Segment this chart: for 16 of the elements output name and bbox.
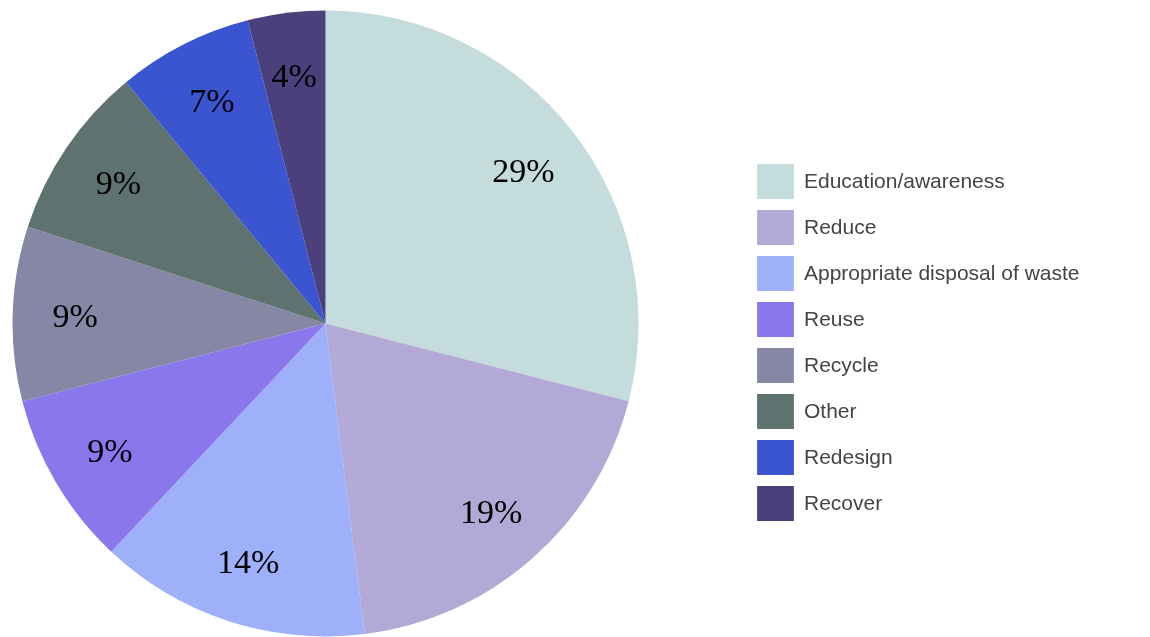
data-label: 9%	[95, 164, 142, 202]
legend-label: Redesign	[804, 445, 893, 469]
data-label: 19%	[459, 492, 523, 530]
legend-label: Education/awareness	[804, 169, 1005, 193]
data-label: 14%	[216, 543, 280, 581]
data-label: 29%	[492, 151, 555, 189]
data-label: 9%	[87, 432, 133, 470]
data-label: 9%	[52, 297, 98, 335]
data-label: 7%	[189, 81, 235, 119]
data-label: 4%	[271, 56, 317, 94]
legend-label: Recover	[804, 491, 883, 515]
legend-label: Recycle	[804, 353, 879, 377]
legend-label: Reduce	[804, 215, 877, 239]
legend-label: Reuse	[804, 307, 865, 331]
legend-label: Appropriate disposal of waste	[804, 261, 1080, 285]
legend-label: Other	[804, 399, 857, 423]
